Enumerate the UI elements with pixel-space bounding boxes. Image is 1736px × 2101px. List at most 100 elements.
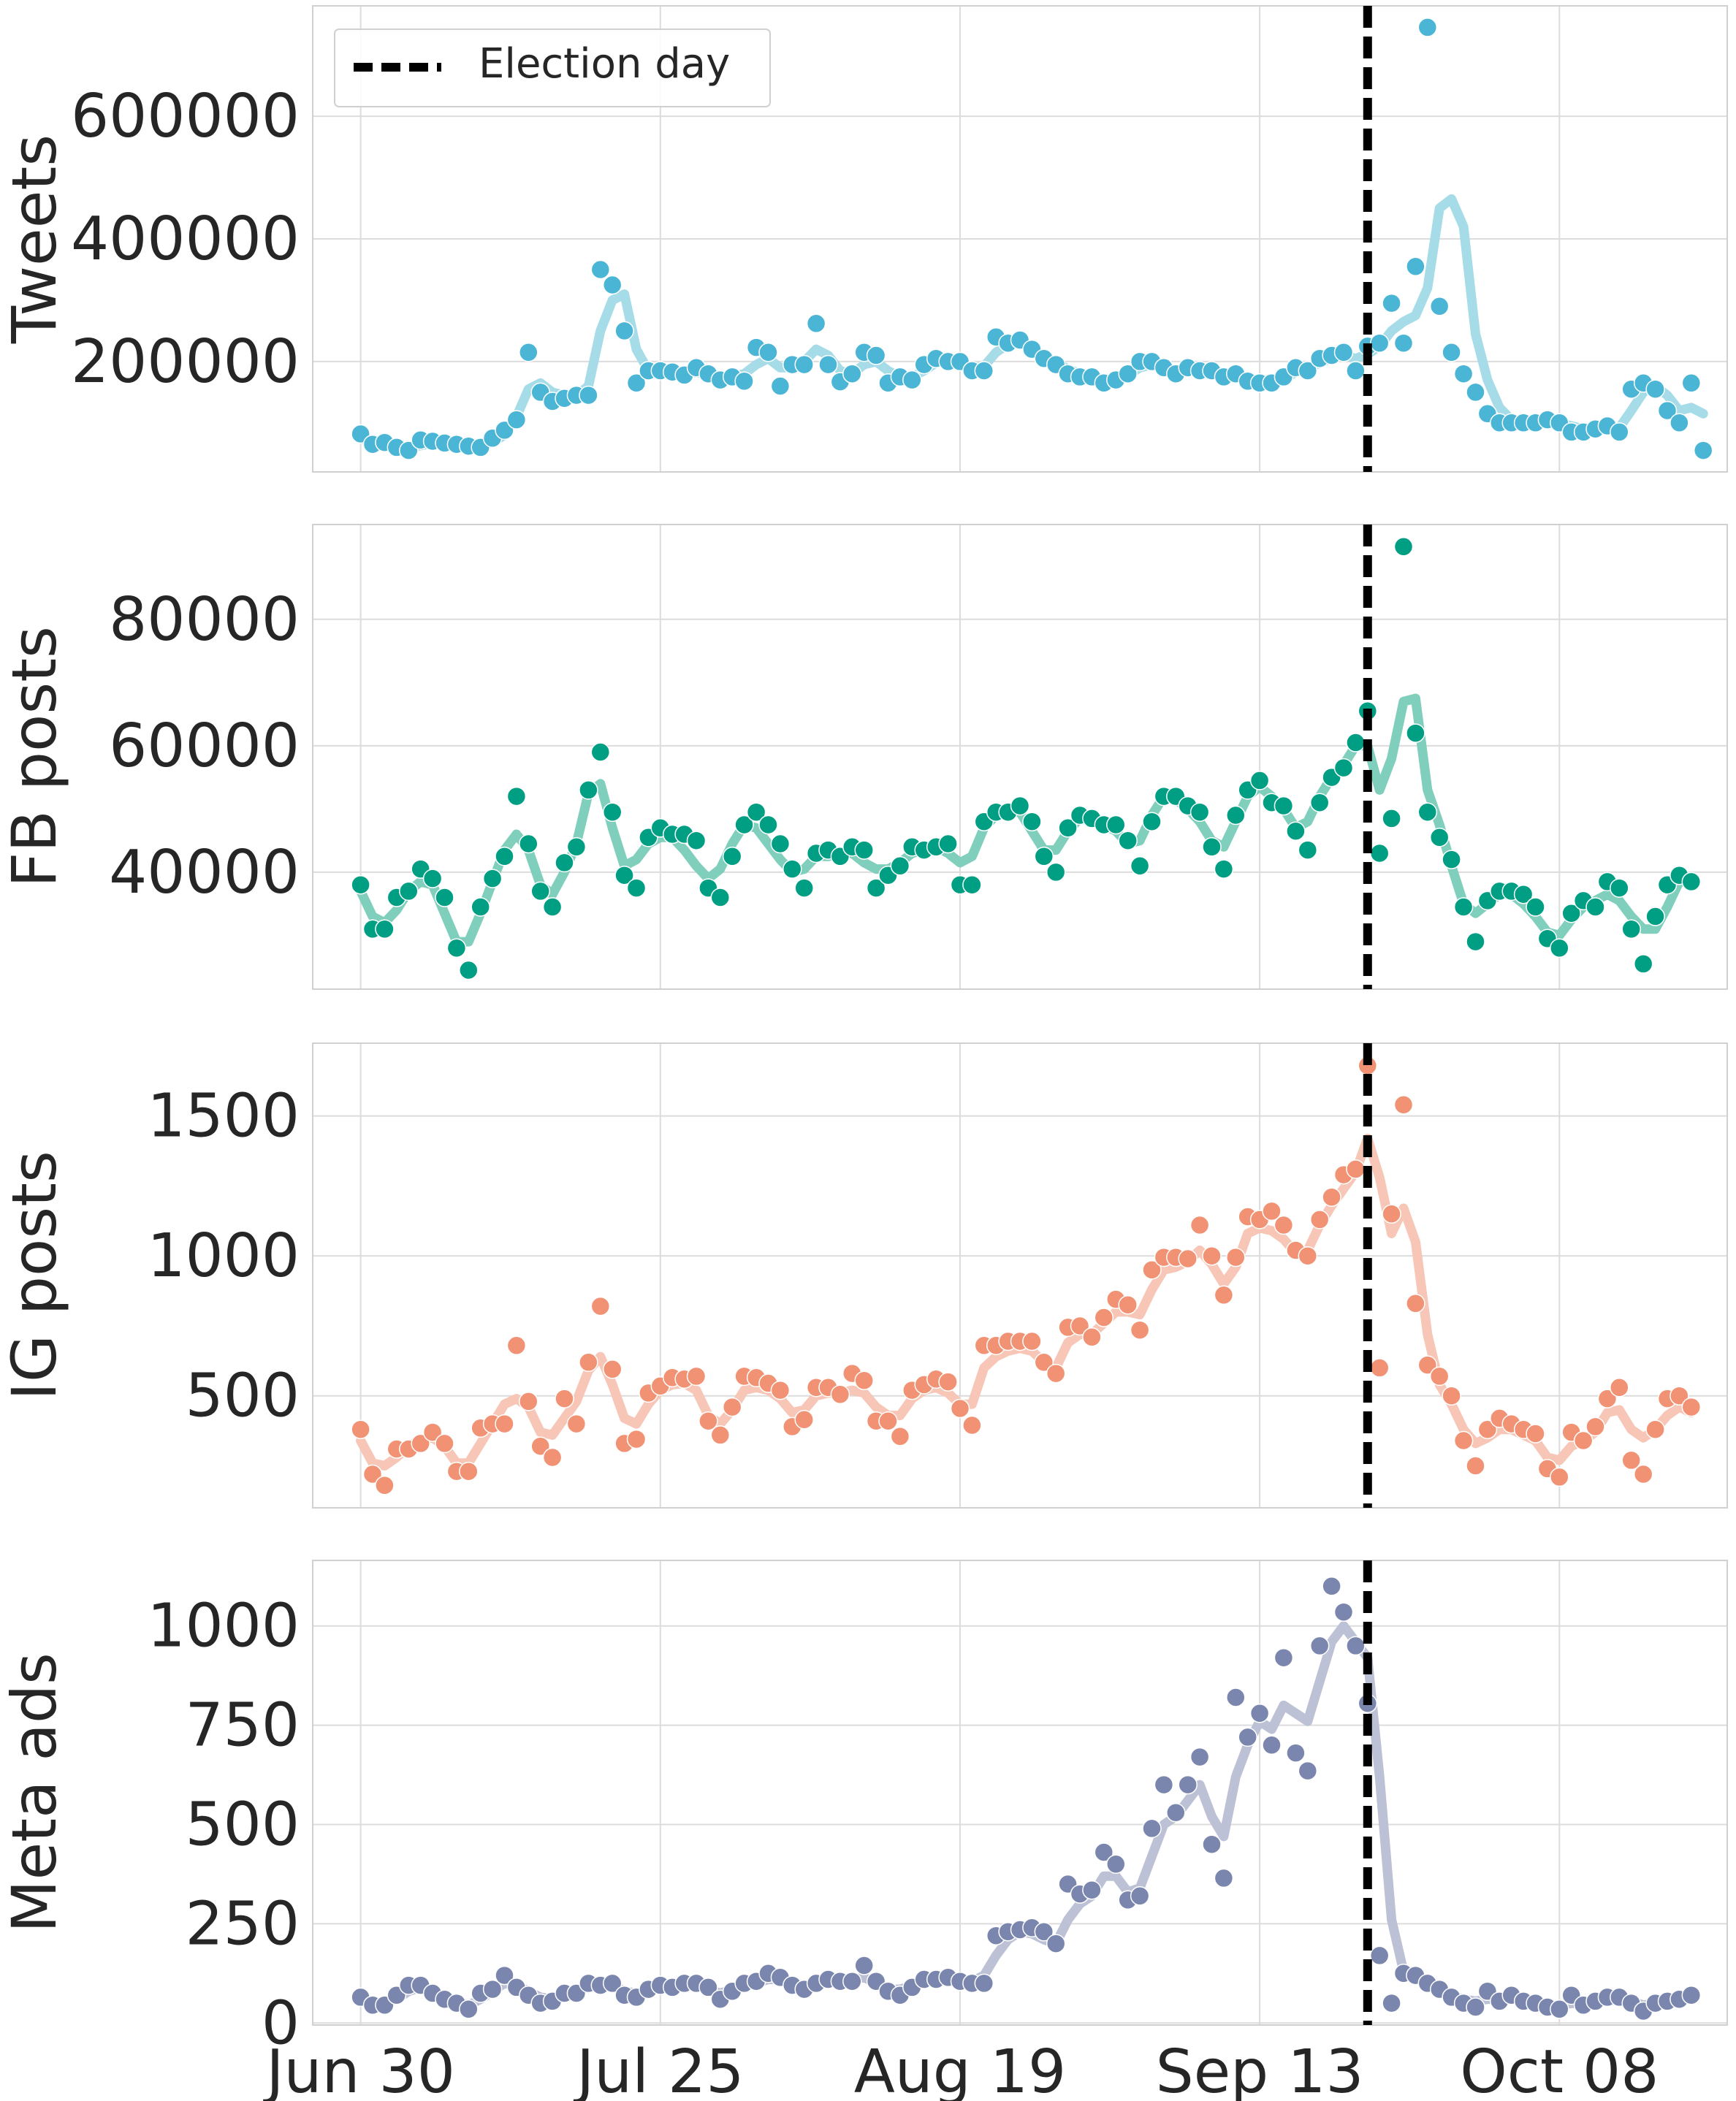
- data-point: [1610, 878, 1629, 898]
- data-point: [866, 878, 886, 898]
- data-point: [1214, 859, 1234, 879]
- data-point: [1202, 1246, 1222, 1266]
- data-point: [579, 780, 598, 800]
- data-point: [770, 376, 791, 396]
- data-point: [1621, 1450, 1641, 1471]
- data-point: [746, 802, 766, 822]
- data-point: [1369, 333, 1390, 353]
- data-point: [758, 343, 778, 362]
- data-point: [1526, 1424, 1545, 1444]
- legend: Election day: [334, 28, 771, 107]
- data-point: [1309, 1210, 1330, 1229]
- data-point: [542, 897, 563, 917]
- data-point: [482, 1979, 503, 1999]
- data-point: [1058, 818, 1078, 838]
- data-point: [1082, 1880, 1102, 1900]
- data-point: [1585, 1416, 1605, 1437]
- x-tick-label: Aug 19: [854, 2037, 1067, 2101]
- data-point: [1382, 1204, 1401, 1224]
- y-tick-label: 500: [185, 1790, 300, 1859]
- data-point: [1573, 1430, 1594, 1451]
- data-point: [555, 853, 574, 873]
- data-point: [566, 1414, 587, 1434]
- data-point: [1166, 1802, 1186, 1823]
- data-point: [590, 1296, 611, 1316]
- panel-frame: [312, 1042, 1728, 1509]
- data-point: [1466, 382, 1485, 403]
- data-point: [1466, 1456, 1485, 1476]
- data-point: [722, 847, 742, 866]
- data-point: [794, 878, 814, 898]
- data-point: [1333, 1602, 1354, 1622]
- data-point: [1022, 812, 1042, 831]
- data-point: [435, 1433, 454, 1454]
- data-point: [950, 1398, 970, 1419]
- y-tick-label: 1000: [147, 1221, 300, 1291]
- data-point: [579, 385, 598, 405]
- data-point: [1274, 796, 1294, 816]
- y-tick-label: 750: [185, 1691, 300, 1761]
- y-tick-label: 600000: [71, 82, 300, 151]
- data-point: [459, 1461, 479, 1482]
- data-point: [1046, 862, 1066, 882]
- data-point: [1670, 1386, 1689, 1406]
- data-point: [614, 321, 634, 341]
- data-point: [459, 1999, 479, 2019]
- data-point: [1393, 333, 1414, 353]
- data-point: [854, 1370, 874, 1390]
- data-point: [1226, 1247, 1246, 1267]
- data-point: [770, 1380, 791, 1400]
- data-point: [794, 1410, 814, 1430]
- data-point: [1189, 1215, 1210, 1235]
- data-point: [399, 881, 419, 901]
- data-point: [530, 881, 550, 901]
- data-point: [1369, 1358, 1390, 1378]
- data-point: [686, 1366, 707, 1387]
- data-point: [519, 834, 538, 854]
- data-point: [1393, 1095, 1414, 1115]
- data-point: [938, 834, 958, 854]
- data-point: [1550, 938, 1569, 958]
- data-point: [722, 1397, 742, 1417]
- data-point: [1226, 805, 1246, 825]
- data-point: [1417, 18, 1438, 37]
- data-point: [1202, 837, 1222, 857]
- data-point: [890, 856, 910, 876]
- data-point: [1585, 897, 1605, 917]
- data-point: [1346, 733, 1366, 752]
- data-point: [1249, 771, 1270, 790]
- data-point: [435, 888, 454, 907]
- data-point: [602, 1360, 623, 1379]
- data-point: [1034, 1922, 1054, 1942]
- data-point: [459, 960, 479, 980]
- data-point: [698, 1978, 718, 1997]
- data-point: [1249, 1704, 1270, 1723]
- data-point: [1286, 821, 1306, 841]
- data-point: [854, 1956, 874, 1975]
- data-point: [1309, 793, 1330, 812]
- data-point: [495, 1414, 514, 1434]
- data-point: [842, 364, 862, 384]
- data-point: [1154, 1774, 1174, 1795]
- data-point: [734, 371, 754, 392]
- y-axis-label: FB posts: [0, 626, 70, 888]
- data-point: [351, 1419, 370, 1439]
- data-point: [1142, 1818, 1162, 1839]
- data-point: [1633, 954, 1653, 974]
- data-point: [1142, 812, 1162, 831]
- data-point: [962, 874, 982, 895]
- data-point: [1106, 815, 1126, 835]
- data-point: [1513, 884, 1534, 904]
- data-point: [1633, 1464, 1653, 1484]
- data-point: [1322, 1576, 1341, 1596]
- data-point: [1106, 1854, 1126, 1875]
- data-point: [1693, 441, 1713, 460]
- data-point: [1189, 1747, 1210, 1767]
- data-point: [1382, 1993, 1401, 2013]
- legend-frame: [334, 28, 771, 107]
- data-point: [818, 354, 838, 375]
- data-point: [1262, 1735, 1282, 1755]
- data-point: [698, 1411, 718, 1431]
- data-point: [375, 1476, 395, 1495]
- data-point: [1226, 1688, 1246, 1707]
